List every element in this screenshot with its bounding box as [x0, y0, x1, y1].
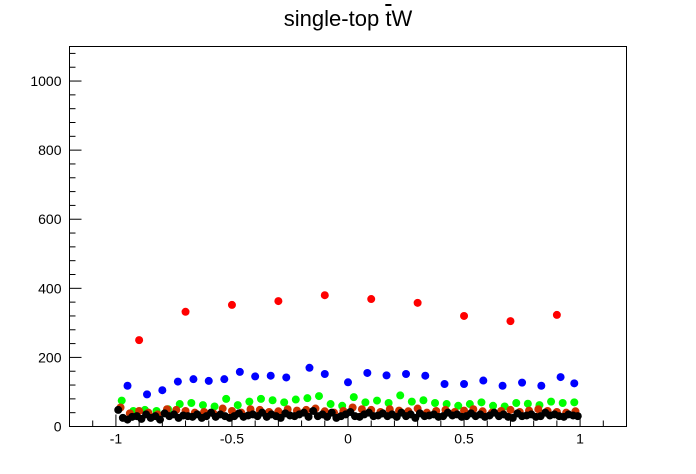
data-point: [327, 408, 336, 417]
data-point: [256, 394, 265, 403]
data-point: [512, 399, 521, 408]
data-point: [282, 373, 291, 382]
data-point: [280, 398, 289, 407]
data-point: [156, 415, 165, 424]
data-point: [552, 310, 561, 319]
y-tick-label: 600: [38, 211, 62, 227]
data-point: [431, 399, 440, 408]
data-point: [506, 317, 515, 326]
data-point: [198, 401, 207, 410]
data-point: [320, 369, 329, 378]
data-point: [320, 291, 329, 300]
data-point: [245, 397, 254, 406]
data-point: [413, 298, 422, 307]
data-point: [114, 405, 123, 414]
data-point: [349, 393, 358, 402]
data-point: [274, 297, 283, 306]
data-point: [421, 371, 430, 380]
data-point: [361, 398, 370, 407]
data-point: [498, 381, 507, 390]
x-tick-label: 0: [344, 431, 352, 447]
data-point: [187, 399, 196, 408]
data-point: [402, 369, 411, 378]
axes: 0 200 400 600 800 1000 -1 -0.5 0 0.5 1: [30, 52, 627, 447]
data-point: [233, 401, 242, 410]
data-point: [460, 380, 469, 389]
data-point: [304, 412, 313, 421]
title-suffix: W: [391, 6, 413, 31]
data-point: [558, 399, 567, 408]
y-tick-label: 400: [38, 280, 62, 296]
data-point: [367, 295, 376, 304]
data-point: [454, 401, 463, 410]
data-point: [363, 368, 372, 377]
title-prefix: single-top: [283, 6, 386, 31]
data-point: [204, 376, 213, 385]
x-tick-label: 0.5: [454, 431, 474, 447]
data-point: [268, 396, 277, 405]
data-point: [117, 396, 126, 405]
data-point: [220, 375, 229, 384]
data-point: [303, 394, 312, 403]
data-point: [489, 401, 498, 410]
data-point: [314, 392, 323, 401]
data-point: [547, 397, 556, 406]
data-point: [460, 311, 469, 320]
data-point: [440, 380, 449, 389]
y-tick-label: 800: [38, 142, 62, 158]
series-4: [114, 405, 582, 424]
data-point: [518, 378, 527, 387]
data-point: [227, 300, 236, 309]
data-point: [537, 381, 546, 390]
data-point: [407, 397, 416, 406]
data-point: [506, 405, 515, 414]
series-1: [123, 363, 579, 399]
plot-frame: [69, 46, 627, 427]
data-point: [309, 406, 318, 415]
data-point: [477, 398, 486, 407]
data-point: [266, 371, 275, 380]
data-point: [235, 367, 244, 376]
y-tick-label: 1000: [30, 73, 61, 89]
data-point: [291, 395, 300, 404]
data-point: [135, 336, 144, 345]
data-point: [344, 378, 352, 387]
data-point: [570, 398, 579, 407]
data-point: [573, 412, 582, 421]
data-point: [523, 399, 532, 408]
data-points: [114, 291, 582, 424]
data-point: [382, 371, 391, 380]
data-point: [384, 399, 393, 408]
data-point: [123, 381, 132, 390]
data-point: [158, 386, 167, 395]
data-point: [189, 375, 198, 384]
data-point: [181, 307, 190, 316]
series-0: [135, 291, 561, 345]
x-tick-label: -1: [110, 431, 123, 447]
data-point: [305, 363, 314, 372]
data-point: [175, 400, 184, 409]
data-point: [396, 391, 405, 400]
chart-title: single-top tW: [0, 6, 696, 32]
y-tick-label: 0: [54, 419, 62, 435]
data-point: [534, 405, 543, 414]
title-tbar: t: [385, 6, 392, 31]
data-point: [326, 400, 335, 409]
data-point: [373, 396, 382, 405]
data-point: [251, 372, 260, 381]
data-point: [210, 402, 219, 411]
data-point: [570, 379, 579, 388]
x-tick-label: -0.5: [220, 431, 244, 447]
data-point: [556, 373, 565, 382]
data-point: [479, 376, 488, 385]
data-point: [143, 390, 152, 399]
x-tick-label: 1: [576, 431, 584, 447]
data-point: [419, 396, 428, 405]
y-tick-label: 200: [38, 349, 62, 365]
data-point: [173, 377, 182, 386]
data-point: [222, 394, 231, 403]
